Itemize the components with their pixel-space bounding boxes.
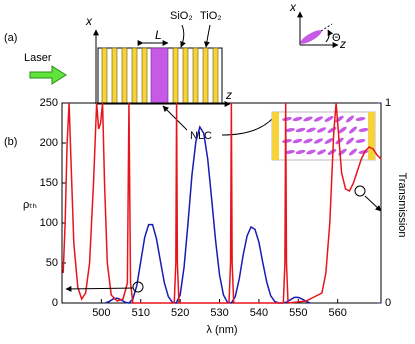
molecule xyxy=(358,128,369,132)
x-tick-label: 560 xyxy=(328,307,346,319)
molecule xyxy=(295,127,306,133)
callout-circle xyxy=(132,281,144,293)
molecule xyxy=(306,127,316,133)
y-tick-label: 50 xyxy=(46,257,58,269)
x-axis-label: x xyxy=(85,14,93,28)
nlc-cell xyxy=(271,111,376,161)
molecule xyxy=(324,138,334,144)
nlc-pointer xyxy=(162,105,188,131)
molecule xyxy=(313,138,324,144)
x-axis-title: λ (nm) xyxy=(206,324,237,336)
callout-arrow xyxy=(364,195,382,212)
laser-label: Laser xyxy=(24,52,52,64)
y-tick-label: 250 xyxy=(40,97,58,109)
panel-label: (a) xyxy=(4,32,17,44)
y-axis-title: ρₜₕ xyxy=(23,199,37,211)
panel-label: (b) xyxy=(4,136,17,148)
molecule xyxy=(316,127,327,133)
molecule xyxy=(348,148,358,156)
z-axis-label: z xyxy=(225,88,232,102)
x-tick-label: 550 xyxy=(289,307,307,319)
series-line xyxy=(105,125,311,304)
tio2-pointer xyxy=(203,24,211,48)
x-tick-label: 500 xyxy=(92,307,110,319)
molecule xyxy=(303,116,313,122)
molecule xyxy=(282,117,292,121)
molecule xyxy=(355,117,366,121)
molecule xyxy=(313,116,324,122)
y-tick-label: 0 xyxy=(52,297,58,309)
y2-tick-label: 0 xyxy=(385,297,391,309)
stack xyxy=(97,47,223,104)
molecule xyxy=(292,116,303,122)
molecule xyxy=(316,149,327,155)
sio2-pointer xyxy=(180,24,186,48)
x-tick-label: 530 xyxy=(210,307,228,319)
molecule xyxy=(295,149,306,155)
x-tick-label: 510 xyxy=(132,307,150,319)
molecule xyxy=(345,137,355,145)
director xyxy=(320,23,333,32)
x-tick-label: 540 xyxy=(250,307,268,319)
sio2-label: SiO₂ xyxy=(170,10,193,22)
molecule xyxy=(303,138,313,144)
molecule xyxy=(282,139,292,143)
molecule xyxy=(348,126,358,134)
inset-x-label: x xyxy=(289,0,297,14)
molecule xyxy=(355,139,366,143)
nlc-label: NLC xyxy=(190,130,212,142)
angle-arc xyxy=(325,29,334,43)
molecule xyxy=(345,115,355,123)
inset-z-label: z xyxy=(339,37,346,51)
molecule xyxy=(285,128,295,132)
molecule xyxy=(327,149,337,155)
x-tick-label: 520 xyxy=(171,307,189,319)
y2-tick-label: 1 xyxy=(385,97,391,109)
molecule xyxy=(338,126,347,134)
series-line xyxy=(62,102,382,304)
laser-arrow xyxy=(29,65,67,85)
y2-axis-title: Transmission xyxy=(396,173,408,238)
molecule xyxy=(300,30,322,44)
callout-circle xyxy=(354,185,366,197)
y-tick-label: 200 xyxy=(40,137,58,149)
theta-label: Θ xyxy=(332,32,341,44)
molecule xyxy=(324,116,334,122)
molecule xyxy=(285,150,295,154)
period-label: L xyxy=(155,28,162,42)
molecule xyxy=(306,149,316,155)
y-tick-label: 100 xyxy=(40,217,58,229)
nlc-pointer xyxy=(221,112,278,136)
y-tick-label: 150 xyxy=(40,177,58,189)
callout-arrow xyxy=(65,285,134,292)
molecule xyxy=(292,138,303,144)
tio2-label: TiO₂ xyxy=(200,10,222,22)
